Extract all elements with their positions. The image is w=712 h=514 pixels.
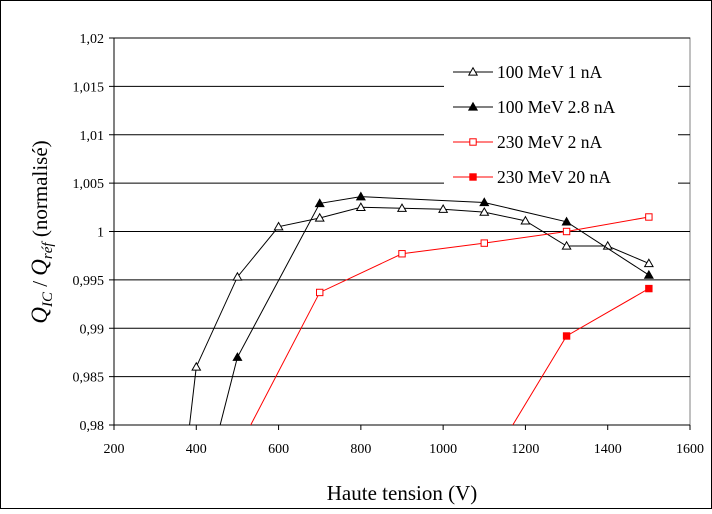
series-2-point-triangle-marker	[643, 269, 654, 279]
y-axis-title-q1: Q	[27, 307, 52, 324]
x-tick-label: 400	[186, 442, 207, 457]
series-2-point-triangle-marker	[561, 216, 572, 226]
y-tick-label: 0,995	[73, 274, 105, 289]
series-3-point-square-marker	[480, 239, 488, 247]
x-axis-title: Haute tension (V)	[327, 481, 477, 505]
y-axis-title-slash: /	[28, 276, 52, 292]
series-1-point-triangle-marker	[232, 271, 243, 281]
series-2-point-triangle-marker	[479, 197, 490, 207]
series-2	[219, 191, 654, 425]
series-3-point-square-marker	[316, 288, 324, 297]
series-1-point-triangle-marker	[479, 206, 490, 216]
y-tick-label: 1,01	[80, 129, 105, 144]
series-1	[189, 202, 654, 425]
series-2-point-triangle-marker	[355, 191, 366, 201]
legend-label: 100 MeV 1 nA	[497, 62, 603, 82]
x-tick-label: 1600	[676, 442, 704, 457]
legend-square-marker	[469, 138, 477, 146]
series-3-point-square-marker	[562, 227, 571, 236]
x-tick-label: 1200	[511, 442, 539, 457]
series-1-point-triangle-marker	[396, 203, 408, 212]
series-layer	[189, 191, 654, 425]
series-3-point-square-marker	[645, 213, 653, 221]
legend-item-2: 100 MeV 2.8 nA	[453, 97, 616, 117]
series-1-point-triangle-marker	[438, 204, 449, 213]
series-4	[512, 284, 653, 425]
y-tick-label: 1,02	[80, 32, 105, 47]
y-tick-label: 1,005	[73, 177, 105, 192]
x-tick-label: 1400	[594, 442, 622, 457]
y-axis-title-sub2: réf	[40, 241, 56, 259]
series-3-point-square-marker	[398, 250, 406, 258]
legend-item-4: 230 MeV 20 nA	[453, 167, 611, 187]
series-4-point-square-marker	[645, 284, 653, 293]
legend: 100 MeV 1 nA 100 MeV 2.8 nA 230 MeV 2 nA 23…	[444, 48, 678, 188]
series-1-point-triangle-marker	[273, 221, 284, 231]
legend-item-1: 100 MeV 1 nA	[453, 62, 603, 82]
y-tick-label: 1,015	[73, 80, 105, 95]
y-tick-label: 0,99	[80, 322, 105, 337]
series-3-line	[250, 216, 649, 425]
series-1-point-triangle-marker	[355, 202, 366, 211]
y-tick-label: 0,985	[73, 371, 105, 386]
y-axis-title-sub1: IC	[40, 291, 56, 308]
series-1-point-triangle-marker	[643, 258, 654, 268]
x-tick-label: 1000	[429, 442, 457, 457]
axis-layer: 0,98 0,985 0,99 0,995 1 1,005 1,01 1,015 1,02 200…	[73, 32, 705, 457]
series-1-point-triangle-marker	[191, 361, 202, 371]
legend-label: 230 MeV 2 nA	[497, 132, 603, 152]
series-2-point-triangle-marker	[314, 198, 325, 208]
y-axis-title-rest: (normalisé)	[28, 140, 52, 242]
legend-triangle-marker	[467, 101, 479, 111]
series-3	[250, 213, 653, 425]
x-tick-label: 200	[104, 442, 125, 457]
y-axis-title-q2: Q	[27, 259, 52, 276]
series-2-point-triangle-marker	[232, 352, 243, 361]
series-1-point-triangle-marker	[561, 240, 572, 250]
legend-label: 100 MeV 2.8 nA	[497, 97, 616, 117]
series-1-point-triangle-marker	[314, 212, 325, 222]
legend-square-marker	[469, 173, 477, 181]
legend-triangle-marker	[467, 66, 479, 76]
y-tick-label: 1	[97, 226, 104, 241]
legend-background	[444, 48, 678, 188]
series-4-point-square-marker	[562, 332, 571, 340]
y-tick-label: 0,98	[80, 419, 105, 434]
x-tick-label: 600	[268, 442, 289, 457]
legend-label: 230 MeV 20 nA	[497, 167, 611, 187]
x-tick-label: 800	[350, 442, 371, 457]
y-axis-title: QIC / Qréf (normalisé)	[27, 140, 56, 323]
series-1-point-triangle-marker	[520, 215, 531, 225]
legend-item-3: 230 MeV 2 nA	[453, 132, 603, 152]
